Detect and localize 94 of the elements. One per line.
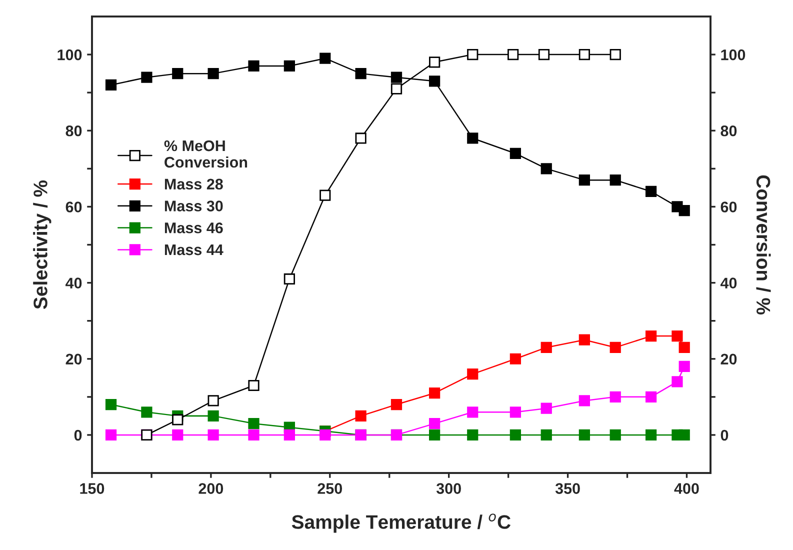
point [578,48,590,60]
y-tick-label: 20 [66,354,82,365]
x-tick-label: 150 [80,483,104,494]
point [540,163,552,174]
point [678,429,690,441]
point [141,72,152,83]
y2-tick-label: 80 [720,125,737,136]
point [284,273,295,285]
point [645,330,657,342]
point [429,418,440,430]
x-tick-label: 300 [436,483,461,494]
y2-tick-label: 60 [720,202,737,212]
point [467,48,478,60]
point [510,406,522,418]
x-tick-label: 350 [555,483,580,494]
point [248,429,260,441]
point [467,132,478,144]
point [578,395,590,406]
y-tick-label: 80 [66,125,82,136]
point [678,204,690,216]
point [208,68,219,80]
point [208,395,219,406]
y2-tick-label: 100 [721,49,746,60]
point [284,429,295,441]
point [390,72,402,83]
point [678,360,690,372]
y2-tick-label: 40 [720,278,737,288]
point [510,148,522,160]
point [355,68,366,80]
point [467,429,478,441]
point [248,60,260,72]
point [610,48,621,60]
point [672,376,683,388]
legend-label: Mass 28 [164,178,223,190]
point [578,429,590,441]
y-tick-label: 40 [66,278,82,288]
point [610,174,621,186]
y-tick-label: 0 [74,430,82,441]
x-axis-title: Sample Temerature / $^{o}$C [292,514,511,533]
point [610,391,621,402]
point [540,402,552,414]
point [248,380,260,392]
point [610,429,621,441]
point [141,406,152,418]
point [578,334,590,346]
point [248,418,260,430]
point [105,79,117,91]
point [105,429,117,441]
legend-label: Mass 30 [164,200,223,212]
point [172,414,184,426]
point [538,48,550,60]
point [672,330,683,342]
y-axis-title: Selectivity / % [33,180,52,310]
point [355,132,366,144]
point [645,186,657,198]
point [390,83,402,94]
y2-tick-label: 0 [720,430,728,441]
point [172,68,184,80]
point [508,48,519,60]
y-tick-label: 100 [58,49,82,60]
point [429,388,440,399]
point [645,429,657,441]
point [429,56,440,68]
point [105,398,117,410]
legend-label: Mass 44 [164,244,224,256]
point [284,60,295,72]
point [578,174,590,186]
point [208,429,219,441]
point [390,398,402,410]
y2-axis-title: Conversion / % [756,175,771,314]
point [208,410,219,422]
point [540,429,552,441]
point [429,429,440,441]
point [320,429,331,441]
legend-label: % MeOH Conversion [164,140,248,168]
point [320,52,331,64]
point [540,342,552,354]
legend-label: Mass 46 [164,222,223,234]
point [510,353,522,364]
point [467,368,478,380]
point [467,406,478,418]
point [678,342,690,354]
point [645,391,657,402]
point [320,190,331,201]
x-tick-label: 200 [198,483,224,494]
point [429,76,440,87]
point [172,429,184,441]
point [610,342,621,354]
point [510,429,522,441]
y2-tick-label: 20 [720,354,737,365]
y-tick-label: 60 [66,202,82,212]
x-tick-label: 250 [318,483,342,494]
x-tick-label: 400 [674,483,699,494]
point [355,410,366,422]
